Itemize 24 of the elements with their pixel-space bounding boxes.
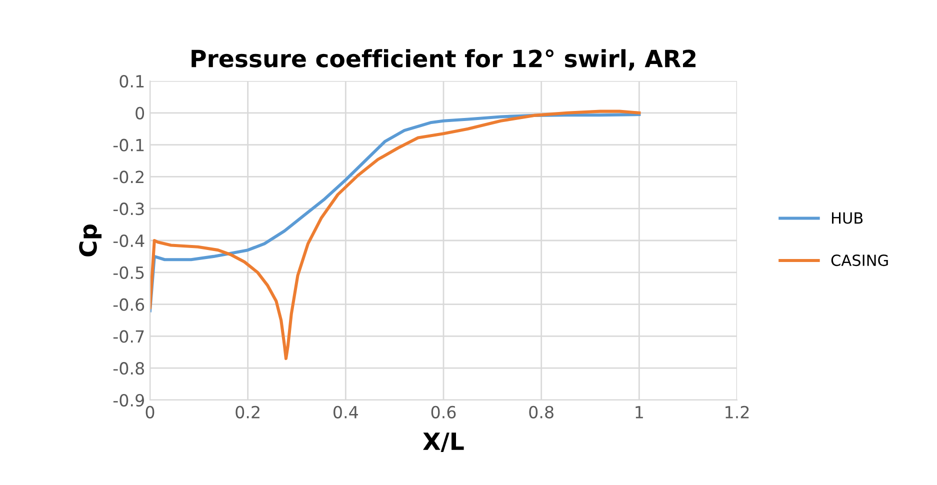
x-tick-label: 0.4 — [334, 406, 358, 418]
legend-label: CASING — [831, 254, 888, 266]
y-tick-label: -0.1 — [113, 138, 144, 152]
x-axis-title: X/L — [423, 432, 464, 452]
x-tick-label: 0 — [146, 406, 154, 418]
y-axis-title: Cp — [79, 224, 102, 256]
y-tick-label: -0.5 — [113, 266, 144, 279]
y-tick-label: 0.1 — [120, 74, 144, 88]
y-tick-label: 0 — [136, 106, 144, 120]
y-tick-label: -0.2 — [113, 170, 144, 184]
x-tick-label: 0.6 — [431, 406, 456, 418]
x-tick-label: 1 — [636, 406, 643, 418]
y-tick-label: -0.4 — [113, 234, 144, 248]
chart-title: Pressure coefficient for 12° swirl, AR2 — [192, 49, 696, 70]
y-tick-label: -0.7 — [113, 330, 144, 343]
line-series — [150, 110, 641, 360]
x-tick-label: 0.2 — [236, 406, 260, 418]
y-tick-label: -0.9 — [113, 394, 144, 407]
x-tick-label: 1.2 — [726, 406, 749, 418]
legend-label: HUB — [832, 212, 863, 224]
y-tick-label: -0.3 — [113, 202, 144, 216]
x-tick-label: 0.8 — [529, 406, 554, 418]
y-tick-label: -0.6 — [113, 298, 144, 311]
y-tick-label: -0.8 — [113, 362, 144, 375]
